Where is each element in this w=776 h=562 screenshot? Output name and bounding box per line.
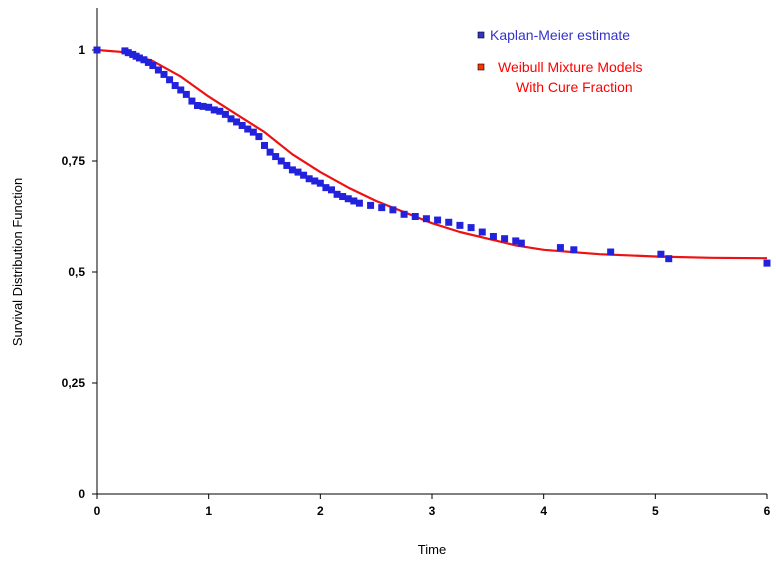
km-marker (378, 204, 386, 212)
km-marker (272, 153, 280, 161)
km-marker (512, 237, 520, 245)
km-marker (266, 148, 274, 156)
km-marker (300, 171, 308, 179)
km-marker (238, 121, 246, 129)
km-marker (244, 125, 252, 133)
km-marker (188, 97, 196, 105)
km-marker (445, 218, 453, 226)
km-marker (355, 199, 363, 207)
legend-label-weibull-line2: With Cure Fraction (516, 79, 633, 95)
km-marker (657, 250, 665, 258)
km-marker (205, 103, 213, 111)
legend-label-kaplan-meier: Kaplan-Meier estimate (490, 27, 630, 43)
km-marker (124, 49, 132, 57)
y-tick-label: 1 (78, 43, 85, 57)
km-marker (556, 244, 564, 252)
km-marker (489, 232, 497, 240)
km-marker (261, 141, 268, 149)
y-tick-labels: 0 0,25 0,5 0,75 1 (62, 43, 86, 501)
x-tick-label: 5 (652, 504, 659, 518)
km-marker (478, 228, 486, 236)
y-tick-label: 0,75 (62, 154, 86, 168)
weibull-curve (96, 48, 768, 260)
x-tick-label: 0 (94, 504, 101, 518)
km-marker (339, 193, 347, 201)
km-marker (400, 210, 408, 218)
km-marker (322, 184, 330, 192)
km-marker (570, 246, 578, 254)
km-marker (350, 197, 358, 205)
km-marker (210, 106, 218, 114)
km-marker (221, 110, 229, 118)
km-marker (333, 190, 341, 198)
km-marker (288, 166, 296, 174)
km-marker (763, 259, 771, 267)
km-marker (344, 195, 352, 203)
km-marker (144, 58, 152, 66)
km-marker (140, 56, 148, 64)
km-marker (249, 128, 257, 136)
km-marker (411, 213, 419, 220)
km-marker (328, 186, 335, 194)
km-marker (389, 206, 397, 214)
km-marker (434, 216, 442, 224)
km-marker (501, 235, 509, 243)
x-tick-label: 2 (317, 504, 324, 518)
y-tick-label: 0,5 (68, 265, 85, 279)
weibull-fit-line (96, 48, 768, 260)
km-marker (294, 168, 302, 176)
x-axis-title: Time (418, 542, 446, 557)
km-marker (177, 86, 185, 94)
km-marker (93, 46, 101, 54)
km-marker (182, 90, 190, 98)
kaplan-meier-markers (93, 46, 771, 267)
km-marker (149, 62, 157, 70)
x-tick-label: 6 (764, 504, 771, 518)
km-marker (166, 76, 174, 84)
legend-swatch-kaplan-meier (477, 31, 485, 39)
km-marker (199, 102, 207, 110)
km-marker (467, 224, 475, 232)
y-tick-label: 0 (78, 487, 85, 501)
km-marker (517, 239, 525, 247)
km-marker (283, 161, 291, 169)
km-marker (456, 221, 464, 229)
y-axis-title: Survival Distribution Function (10, 178, 25, 346)
legend: Kaplan-Meier estimate Weibull Mixture Mo… (477, 27, 642, 95)
km-marker (665, 255, 673, 263)
km-marker (422, 215, 430, 223)
axes (92, 8, 768, 499)
x-tick-label: 3 (429, 504, 436, 518)
km-marker (135, 54, 143, 62)
y-tick-label: 0,25 (62, 376, 86, 390)
km-marker (171, 82, 179, 90)
x-tick-label: 1 (205, 504, 212, 518)
km-marker (154, 66, 162, 74)
km-marker (194, 102, 201, 109)
km-marker (160, 70, 168, 78)
km-marker (607, 248, 615, 256)
legend-label-weibull: Weibull Mixture Models (498, 59, 642, 75)
km-marker (227, 115, 235, 123)
x-tick-labels: 0 1 2 3 4 5 6 (94, 504, 771, 518)
km-marker (367, 201, 375, 209)
km-marker (316, 179, 324, 187)
km-marker (233, 118, 241, 126)
km-marker (255, 133, 263, 141)
x-tick-label: 4 (540, 504, 547, 518)
km-marker (311, 177, 319, 185)
km-marker (216, 107, 224, 115)
legend-swatch-weibull (477, 63, 485, 71)
km-marker (305, 175, 313, 183)
km-marker (277, 157, 285, 165)
